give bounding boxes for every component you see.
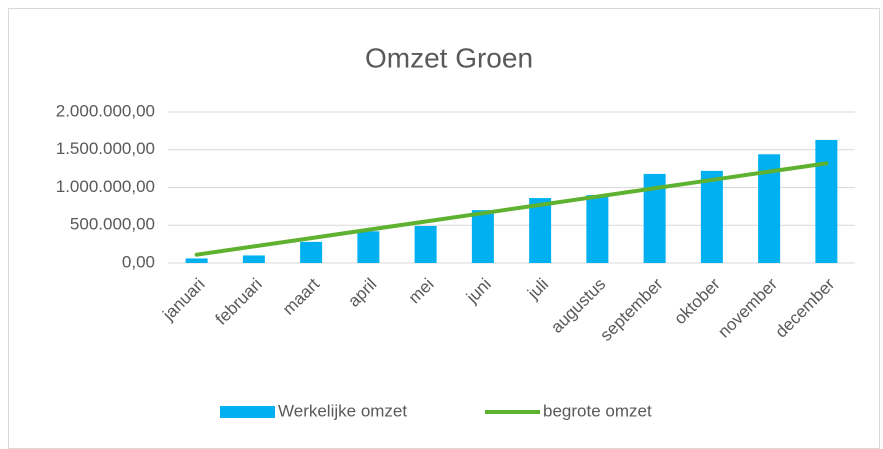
y-tick-label: 0,00 <box>122 252 155 271</box>
bar <box>758 154 781 263</box>
bar <box>643 173 666 263</box>
legend-swatch <box>220 406 275 418</box>
bar <box>300 241 323 263</box>
bar <box>185 258 208 263</box>
y-tick-label: 2.000.000,00 <box>56 101 155 120</box>
bar <box>586 195 609 263</box>
y-tick-label: 1.500.000,00 <box>56 139 155 158</box>
bar <box>471 210 494 263</box>
legend-label: Werkelijke omzet <box>278 401 407 420</box>
legend-label: begrote omzet <box>543 401 652 420</box>
chart-frame <box>8 8 880 449</box>
y-tick-label: 500.000,00 <box>70 215 155 234</box>
bar <box>242 255 265 263</box>
bar <box>357 231 380 263</box>
bar <box>529 198 552 263</box>
bar <box>414 226 437 263</box>
bar <box>700 170 723 263</box>
chart-title: Omzet Groen <box>365 42 533 73</box>
y-tick-label: 1.000.000,00 <box>56 177 155 196</box>
line <box>194 161 829 257</box>
bar <box>815 139 838 263</box>
